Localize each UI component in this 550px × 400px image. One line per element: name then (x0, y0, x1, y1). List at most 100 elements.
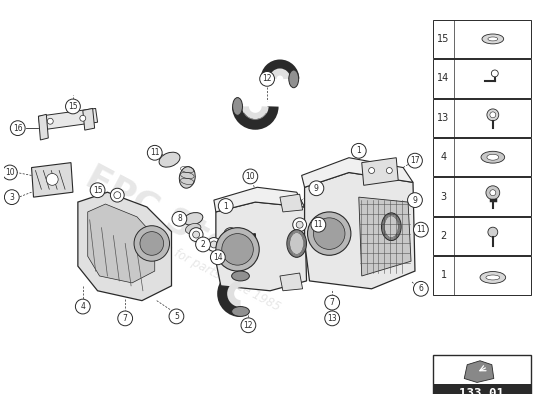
Text: 9: 9 (314, 184, 319, 193)
Text: 16: 16 (13, 124, 23, 133)
FancyBboxPatch shape (433, 138, 531, 176)
Polygon shape (39, 114, 48, 140)
Circle shape (490, 112, 496, 118)
Circle shape (189, 228, 203, 242)
FancyBboxPatch shape (433, 20, 531, 58)
Circle shape (325, 295, 339, 310)
Text: 15: 15 (93, 186, 102, 195)
Text: 12: 12 (262, 74, 272, 83)
Text: 11: 11 (314, 220, 323, 229)
Circle shape (490, 190, 496, 196)
Circle shape (408, 193, 422, 208)
Polygon shape (31, 163, 73, 197)
Circle shape (196, 237, 211, 252)
FancyBboxPatch shape (433, 256, 531, 295)
Ellipse shape (488, 37, 498, 41)
Polygon shape (280, 194, 302, 212)
FancyBboxPatch shape (433, 217, 531, 255)
Polygon shape (87, 204, 155, 283)
Circle shape (2, 165, 17, 180)
Circle shape (486, 186, 500, 200)
Circle shape (47, 118, 53, 124)
Circle shape (491, 70, 498, 77)
Circle shape (408, 153, 422, 168)
Polygon shape (464, 361, 494, 382)
Polygon shape (78, 192, 172, 301)
Circle shape (111, 188, 124, 202)
Text: 15: 15 (68, 102, 78, 111)
Ellipse shape (159, 152, 180, 167)
Ellipse shape (184, 212, 203, 225)
Circle shape (218, 199, 233, 213)
Text: 5: 5 (174, 312, 179, 321)
Polygon shape (83, 108, 95, 130)
FancyBboxPatch shape (433, 355, 531, 400)
Ellipse shape (185, 224, 201, 234)
Circle shape (227, 231, 234, 238)
Circle shape (140, 232, 163, 255)
Circle shape (311, 217, 326, 232)
FancyBboxPatch shape (433, 178, 531, 216)
Text: 2: 2 (201, 240, 205, 249)
Circle shape (4, 190, 19, 204)
Polygon shape (216, 202, 306, 291)
Ellipse shape (289, 70, 299, 88)
Text: 14: 14 (213, 253, 223, 262)
Text: 10: 10 (5, 168, 15, 177)
Text: 13: 13 (437, 113, 450, 123)
Text: 10: 10 (245, 172, 255, 181)
Circle shape (224, 228, 238, 242)
Text: 17: 17 (410, 156, 420, 165)
Polygon shape (305, 172, 415, 289)
Circle shape (211, 250, 225, 265)
Circle shape (216, 228, 259, 271)
Circle shape (368, 168, 375, 174)
Polygon shape (280, 273, 302, 291)
Circle shape (211, 241, 217, 248)
Circle shape (326, 221, 333, 228)
Circle shape (114, 192, 121, 199)
Polygon shape (226, 234, 257, 263)
Circle shape (241, 318, 256, 333)
Polygon shape (301, 158, 413, 187)
Ellipse shape (233, 98, 243, 115)
Text: 1: 1 (223, 202, 228, 210)
Ellipse shape (382, 213, 401, 240)
Circle shape (222, 234, 254, 265)
Text: a passion for parts since 1985: a passion for parts since 1985 (119, 218, 283, 314)
Text: 3: 3 (441, 192, 447, 202)
Polygon shape (362, 158, 398, 185)
Text: EPC Stores: EPC Stores (80, 160, 293, 294)
Circle shape (243, 169, 258, 184)
Text: 6: 6 (419, 284, 424, 293)
Circle shape (414, 282, 428, 296)
FancyBboxPatch shape (433, 59, 531, 98)
Ellipse shape (232, 306, 249, 316)
Circle shape (207, 238, 221, 251)
Circle shape (488, 227, 498, 237)
Text: 8: 8 (177, 214, 182, 223)
FancyBboxPatch shape (433, 384, 531, 400)
Text: 12: 12 (244, 321, 253, 330)
Polygon shape (359, 197, 411, 276)
Polygon shape (39, 108, 97, 130)
Ellipse shape (482, 34, 504, 44)
Circle shape (75, 299, 90, 314)
Circle shape (172, 212, 187, 226)
Circle shape (325, 311, 339, 326)
Polygon shape (214, 187, 305, 212)
Text: 9: 9 (412, 196, 417, 204)
Circle shape (296, 221, 303, 228)
Text: 1: 1 (441, 270, 447, 280)
Circle shape (414, 222, 428, 237)
Circle shape (10, 121, 25, 136)
Text: 7: 7 (123, 314, 128, 323)
Ellipse shape (486, 275, 500, 280)
Circle shape (147, 145, 162, 160)
Circle shape (487, 109, 499, 121)
Text: 11: 11 (416, 225, 426, 234)
Ellipse shape (232, 271, 249, 281)
Circle shape (80, 115, 86, 121)
FancyBboxPatch shape (433, 98, 531, 137)
Polygon shape (229, 238, 254, 259)
